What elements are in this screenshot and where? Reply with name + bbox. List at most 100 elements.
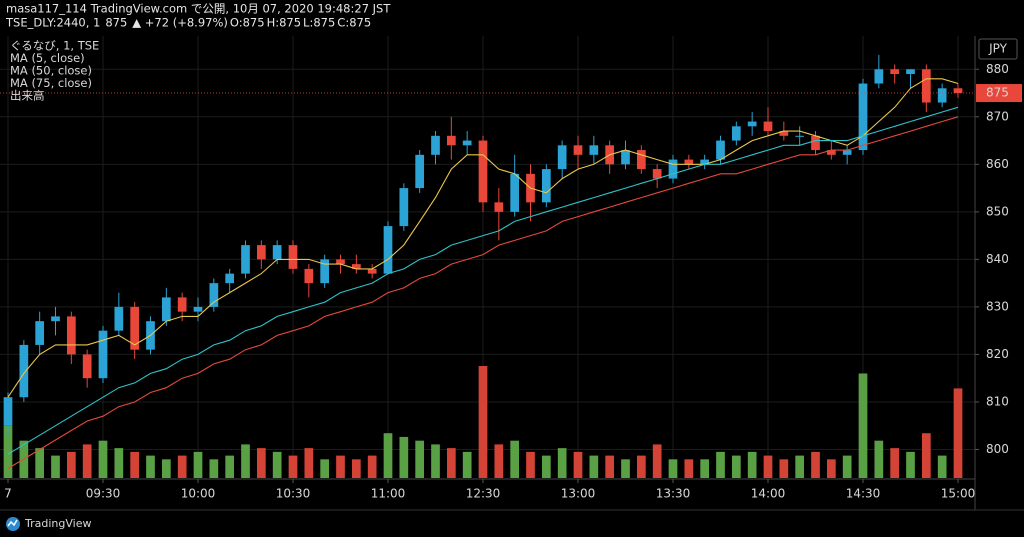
volume-bar	[130, 451, 140, 478]
y-tick-label: 800	[986, 442, 1009, 456]
ohlc-value: 875	[313, 16, 335, 30]
candle-body	[652, 169, 662, 179]
volume-bar	[589, 455, 599, 478]
volume-layer	[3, 366, 963, 478]
change: ▲ +72 (+8.97%)	[132, 16, 228, 30]
volume-bar	[763, 455, 773, 478]
candle-body	[225, 273, 235, 284]
volume-bar	[858, 373, 868, 478]
axes: 800 810 820 830 840 850 860 870 880 7 09:30 10:00 10…	[4, 62, 1009, 501]
currency-box[interactable]	[978, 38, 1018, 60]
candle-body	[668, 159, 678, 179]
volume-bar	[114, 448, 124, 478]
volume-bar	[256, 448, 266, 478]
candle-body	[35, 321, 45, 345]
y-tick-label: 860	[986, 157, 1009, 171]
legend-entry: MA (5, close)	[10, 51, 85, 65]
candle-body	[953, 88, 963, 94]
volume-bar	[177, 455, 187, 478]
candle-body	[874, 69, 884, 84]
publish-info: masa117_114 TradingView.com で公開, 10月 07,…	[6, 2, 391, 16]
volume-bar	[446, 448, 456, 478]
candle-body	[241, 245, 250, 274]
volume-bar	[82, 444, 92, 478]
volume-bar	[51, 455, 60, 478]
last-price-label: 875	[986, 86, 1009, 100]
volume-bar	[288, 455, 298, 478]
volume-bar	[731, 455, 741, 478]
candle-body	[826, 150, 836, 155]
volume-bar	[146, 455, 155, 478]
ohlc-label: O:	[230, 16, 243, 30]
candle-body	[399, 188, 409, 227]
legend-entry: 出来高	[10, 89, 45, 103]
volume-bar	[225, 455, 235, 478]
candle-body	[288, 245, 298, 269]
ohlc-label: H:	[267, 16, 280, 30]
y-tick-label: 830	[986, 299, 1009, 313]
candle-body	[906, 69, 915, 75]
volume-bar	[241, 444, 250, 478]
x-tick-label: 12:30	[466, 487, 501, 501]
ma-line	[7, 78, 959, 398]
last-price-box	[976, 84, 1022, 103]
candle-body	[209, 283, 219, 307]
volume-bar	[779, 459, 789, 478]
candle-body	[589, 145, 599, 155]
x-tick-label: 13:30	[656, 487, 691, 501]
candle-body	[272, 245, 282, 260]
volume-bar	[415, 440, 425, 478]
volume-bar	[747, 451, 757, 478]
volume-bar	[304, 448, 314, 478]
volume-bar	[906, 451, 915, 478]
candle-body	[351, 264, 361, 269]
volume-bar	[684, 459, 694, 478]
legend-entry: ぐるなび, 1, TSE	[10, 39, 99, 53]
y-tick-label: 840	[986, 252, 1009, 266]
x-tick-label: 13:00	[561, 487, 596, 501]
volume-bar	[795, 455, 805, 478]
volume-bar	[367, 455, 377, 478]
volume-bar	[557, 448, 567, 478]
candle-body	[811, 135, 820, 151]
symbol-line: TSE_DLY:2440, 1 875 ▲ +72 (+8.97%) O: 875 H: 8…	[5, 16, 371, 30]
x-tick-label: 15:00	[941, 487, 976, 501]
candle-body	[66, 316, 76, 355]
y-tick-label: 810	[986, 394, 1009, 408]
ohlc-value: 875	[279, 16, 301, 30]
x-tick-label: 11:00	[371, 487, 406, 501]
candle-body	[462, 140, 472, 146]
x-tick-label: 09:30	[86, 487, 121, 501]
brand[interactable]: TradingView	[6, 517, 91, 531]
candle-body	[446, 135, 456, 146]
volume-bar	[921, 433, 931, 478]
candle-body	[557, 145, 567, 170]
x-tick-label: 10:00	[181, 487, 216, 501]
candle-body	[921, 69, 931, 103]
candle-body	[779, 131, 789, 136]
volume-bar	[937, 455, 947, 478]
candle-body	[621, 150, 630, 165]
candle-body	[937, 88, 947, 103]
x-tick-label: 7	[4, 487, 12, 501]
candle-body	[890, 69, 900, 75]
volume-bar	[668, 459, 678, 478]
candle-body	[510, 173, 520, 212]
candle-body	[383, 226, 393, 274]
candle-body	[763, 121, 773, 132]
volume-bar	[383, 433, 393, 478]
volume-bar	[953, 388, 963, 478]
candle-body	[161, 297, 171, 322]
x-tick-label: 10:30	[276, 487, 311, 501]
volume-bar	[209, 459, 219, 478]
ohlc-value: 875	[243, 16, 265, 30]
volume-bar	[526, 451, 535, 478]
volume-bar	[431, 444, 440, 478]
volume-bar	[193, 451, 203, 478]
y-tick-label: 870	[986, 109, 1009, 123]
candle-layer	[3, 55, 963, 436]
volume-bar	[636, 455, 646, 478]
ma-line	[7, 116, 959, 469]
volume-bar	[3, 425, 13, 478]
